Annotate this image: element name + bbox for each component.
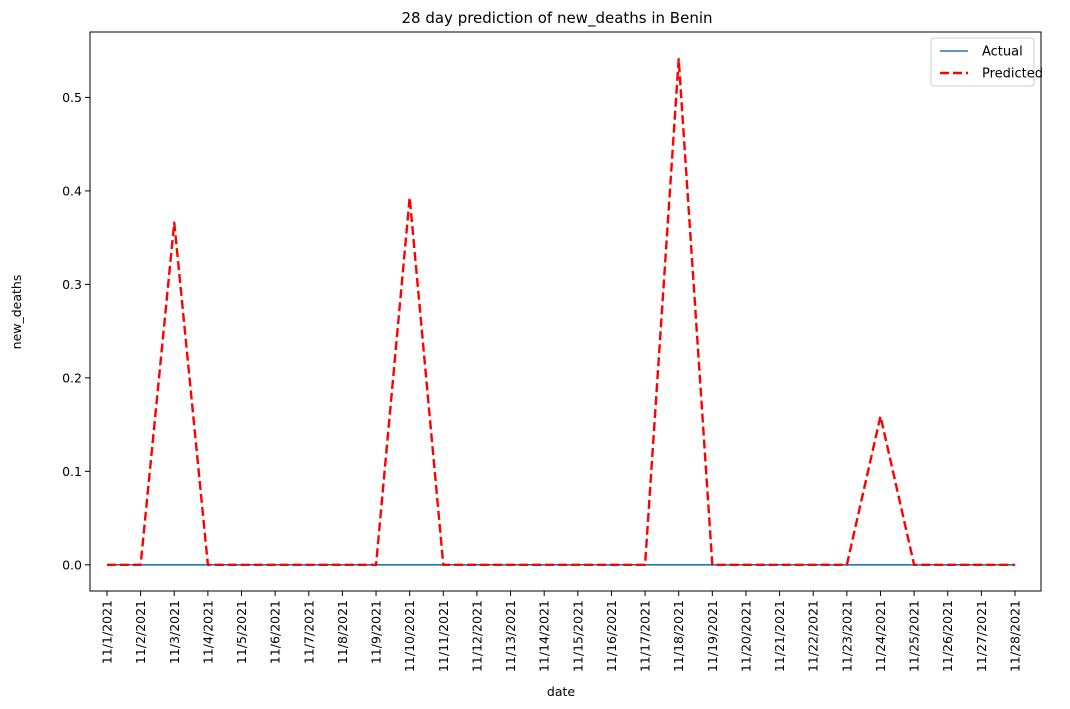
y-tick-label: 0.4 [62, 183, 82, 198]
x-tick-label: 11/20/2021 [738, 600, 753, 672]
y-tick-label: 0.1 [62, 464, 82, 479]
x-tick-label: 11/28/2021 [1008, 600, 1023, 672]
x-tick-label: 11/1/2021 [100, 600, 115, 664]
x-tick-label: 11/8/2021 [335, 600, 350, 664]
x-axis-label: date [547, 684, 575, 699]
x-tick-label: 11/26/2021 [940, 600, 955, 672]
legend: Actual Predicted [930, 37, 1043, 87]
x-tick-label: 11/2/2021 [133, 600, 148, 664]
legend-label-predicted: Predicted [982, 67, 1043, 82]
x-tick-label: 11/19/2021 [705, 600, 720, 672]
x-tick-label: 11/15/2021 [570, 600, 585, 672]
x-tick-label: 11/27/2021 [974, 600, 989, 672]
x-tick-label: 11/24/2021 [873, 600, 888, 672]
x-tick-label: 11/25/2021 [907, 600, 922, 672]
x-tick-label: 11/10/2021 [402, 600, 417, 672]
x-tick-label: 11/14/2021 [537, 600, 552, 672]
x-tick-label: 11/9/2021 [369, 600, 384, 664]
y-tick-label: 0.2 [62, 370, 82, 385]
x-tick-label: 11/3/2021 [167, 600, 182, 664]
plot-frame [89, 31, 1042, 592]
y-tick-label: 0.0 [62, 557, 82, 572]
x-tick-label: 11/5/2021 [234, 600, 249, 664]
chart-title: 28 day prediction of new_deaths in Benin [401, 9, 712, 28]
x-tick-label: 11/21/2021 [772, 600, 787, 672]
x-tick-label: 11/17/2021 [638, 600, 653, 672]
x-tick-label: 11/6/2021 [268, 600, 283, 664]
series-line-predicted [107, 57, 1015, 567]
y-tick-label: 0.5 [62, 90, 82, 105]
y-axis-label: new_deaths [9, 275, 24, 350]
x-tick-label: 11/13/2021 [503, 600, 518, 672]
x-tick-label: 11/16/2021 [604, 600, 619, 672]
legend-label-actual: Actual [982, 45, 1023, 60]
x-tick-label: 11/12/2021 [469, 600, 484, 672]
x-tick-label: 11/18/2021 [671, 600, 686, 672]
x-tick-label: 11/23/2021 [839, 600, 854, 672]
y-tick-label: 0.3 [62, 277, 82, 292]
x-tick-label: 11/7/2021 [301, 600, 316, 664]
x-tick-label: 11/22/2021 [806, 600, 821, 672]
x-tick-label: 11/4/2021 [200, 600, 215, 664]
x-tick-label: 11/11/2021 [436, 600, 451, 672]
